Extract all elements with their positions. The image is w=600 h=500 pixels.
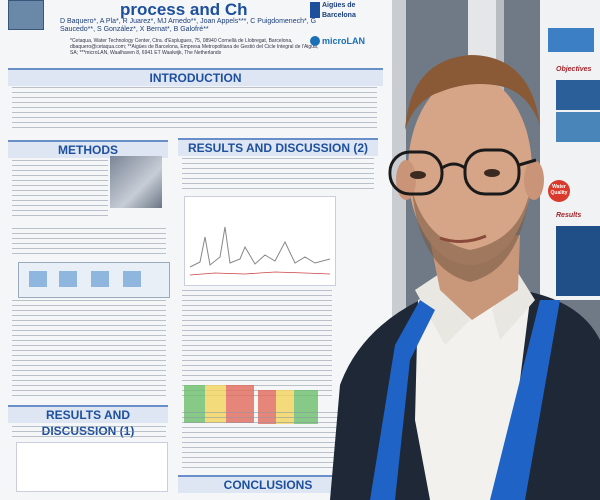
poster2-badge: Water Quality: [548, 180, 570, 202]
poster2-image-b: [556, 112, 600, 142]
methods-text-block-2: [12, 228, 166, 258]
poster2-objectives-heading: Objectives: [556, 66, 592, 73]
logo-aigues-line1: Aigües de: [322, 2, 356, 9]
shirt-collar-right: [492, 268, 535, 340]
logo-aigues-line2: Barcelona: [322, 12, 356, 19]
methods-text-block: [12, 160, 108, 220]
author-photo: [8, 0, 44, 30]
aigues-logo-icon: [310, 2, 320, 18]
shirt-collar: [415, 270, 470, 345]
mouth: [439, 234, 487, 243]
results1-chart: [16, 442, 168, 492]
ear-left: [396, 160, 416, 200]
face: [408, 75, 532, 265]
scientific-poster: process and Ch D Baquero*, A Pla*, R Jua…: [0, 0, 392, 500]
time-series-chart: [184, 196, 336, 286]
beard: [412, 190, 530, 282]
poster-title: process and Ch: [120, 0, 248, 19]
poster2-results-heading: Results: [556, 212, 582, 219]
section-methods-heading: METHODS: [8, 140, 168, 158]
ear-right: [524, 160, 544, 200]
lanyard-left: [370, 300, 435, 500]
system-diagram: [18, 262, 170, 298]
glasses-icon: [388, 148, 537, 196]
lanyard-right: [490, 300, 560, 500]
microlan-logo-icon: [310, 36, 320, 46]
results2-text-block-2: [182, 290, 332, 400]
poster2-image-a: [556, 80, 600, 110]
intro-text-block: [12, 87, 377, 129]
methods-text-block-3: [12, 300, 166, 398]
section-conclusions-heading: CONCLUSIONS: [178, 475, 358, 493]
poster-affiliations: *Cetaqua, Water Technology Center, Ctra.…: [70, 38, 319, 56]
poster-authors: D Baquero*, A Pla*, R Juarez*, MJ Arnedo…: [60, 18, 317, 33]
eye-right: [484, 169, 500, 177]
poster2-image-results: [556, 226, 600, 296]
poster2-image-top: [548, 28, 594, 52]
section-introduction-heading: INTRODUCTION: [8, 68, 383, 86]
logo-microlan: microLAN: [322, 36, 366, 46]
eye-left: [410, 171, 426, 179]
hair: [405, 55, 540, 130]
section-results2-heading: RESULTS AND DISCUSSION (2): [178, 138, 378, 156]
results1-text-block: [12, 426, 166, 440]
instrument-photo: [110, 156, 162, 208]
results2-text-block: [182, 158, 374, 192]
